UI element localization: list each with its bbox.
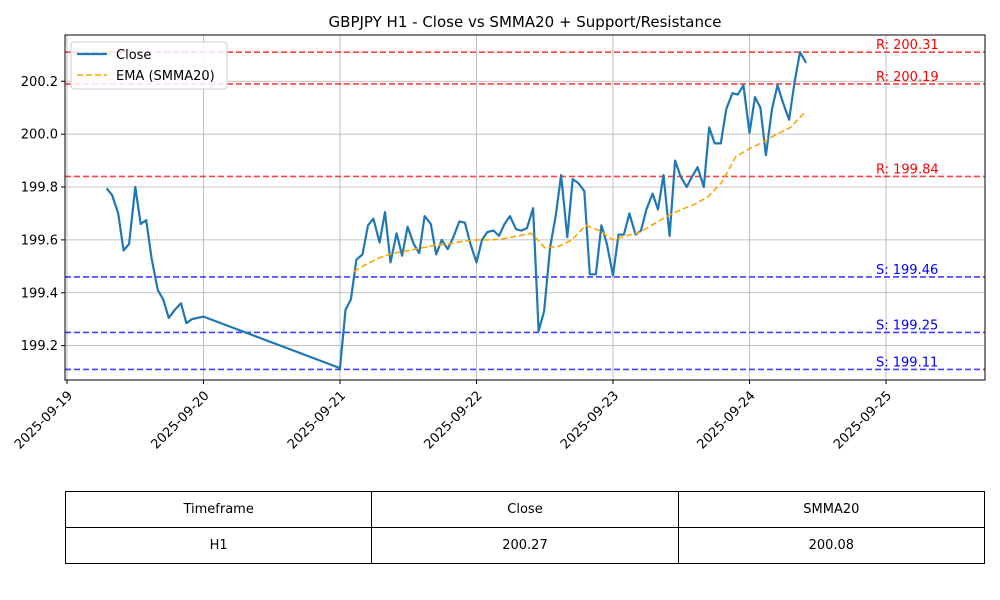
x-tick-label: 2025-09-23 — [558, 388, 622, 452]
ema-series-line — [353, 112, 805, 273]
x-axis: 2025-09-19 2025-09-20 2025-09-21 2025-09-22… — [12, 380, 895, 452]
table-header-cell: Close — [371, 491, 679, 528]
y-tick-label: 200.0 — [21, 128, 58, 143]
table-cell-close: 200.27 — [371, 527, 679, 564]
y-tick-label: 199.8 — [21, 181, 58, 196]
y-tick-label: 199.2 — [21, 339, 58, 354]
table-header-cell: Timeframe — [64, 491, 373, 528]
x-tick-label: 2025-09-22 — [422, 388, 486, 452]
resistance-label: R: 199.84 — [876, 162, 939, 177]
table-cell-timeframe: H1 — [64, 527, 373, 564]
summary-table: Timeframe Close SMMA20 H1 200.27 200.08 — [64, 491, 986, 564]
resistance-label: R: 200.31 — [876, 38, 939, 53]
support-label: S: 199.25 — [876, 318, 938, 333]
y-axis: 199.2 199.4 199.6 199.8 200.0 200.2 — [21, 75, 65, 354]
legend-close-label: Close — [116, 48, 151, 63]
legend-ema-label: EMA (SMMA20) — [116, 69, 215, 84]
x-tick-label: 2025-09-25 — [831, 388, 895, 452]
x-tick-label: 2025-09-21 — [285, 388, 349, 452]
plot-frame — [64, 34, 986, 381]
x-tick-label: 2025-09-19 — [12, 388, 76, 452]
series — [105, 51, 808, 370]
close-series-line — [105, 51, 808, 370]
table-cell-smma20: 200.08 — [677, 527, 986, 564]
resistance-label: R: 200.19 — [876, 70, 939, 85]
support-label: S: 199.46 — [876, 263, 938, 278]
y-tick-label: 199.6 — [21, 233, 58, 248]
legend-box — [70, 41, 228, 90]
y-tick-label: 200.2 — [21, 75, 58, 90]
grid — [65, 35, 985, 380]
table-row: H1 200.27 200.08 — [64, 527, 986, 564]
table-header-cell: SMMA20 — [677, 491, 986, 528]
support-label: S: 199.11 — [876, 355, 938, 370]
reference-lines: R: 200.31 R: 200.19 R: 199.84 S: 199.46 S: 1… — [65, 38, 985, 370]
chart-title: GBPJPY H1 - Close vs SMMA20 + Support/Re… — [329, 13, 722, 31]
table-header-row: Timeframe Close SMMA20 — [64, 491, 986, 528]
x-tick-label: 2025-09-24 — [695, 388, 759, 452]
chart: GBPJPY H1 - Close vs SMMA20 + Support/Re… — [12, 13, 986, 452]
legend: Close EMA (SMMA20) — [70, 41, 228, 90]
x-tick-label: 2025-09-20 — [149, 388, 213, 452]
y-tick-label: 199.4 — [21, 286, 58, 301]
